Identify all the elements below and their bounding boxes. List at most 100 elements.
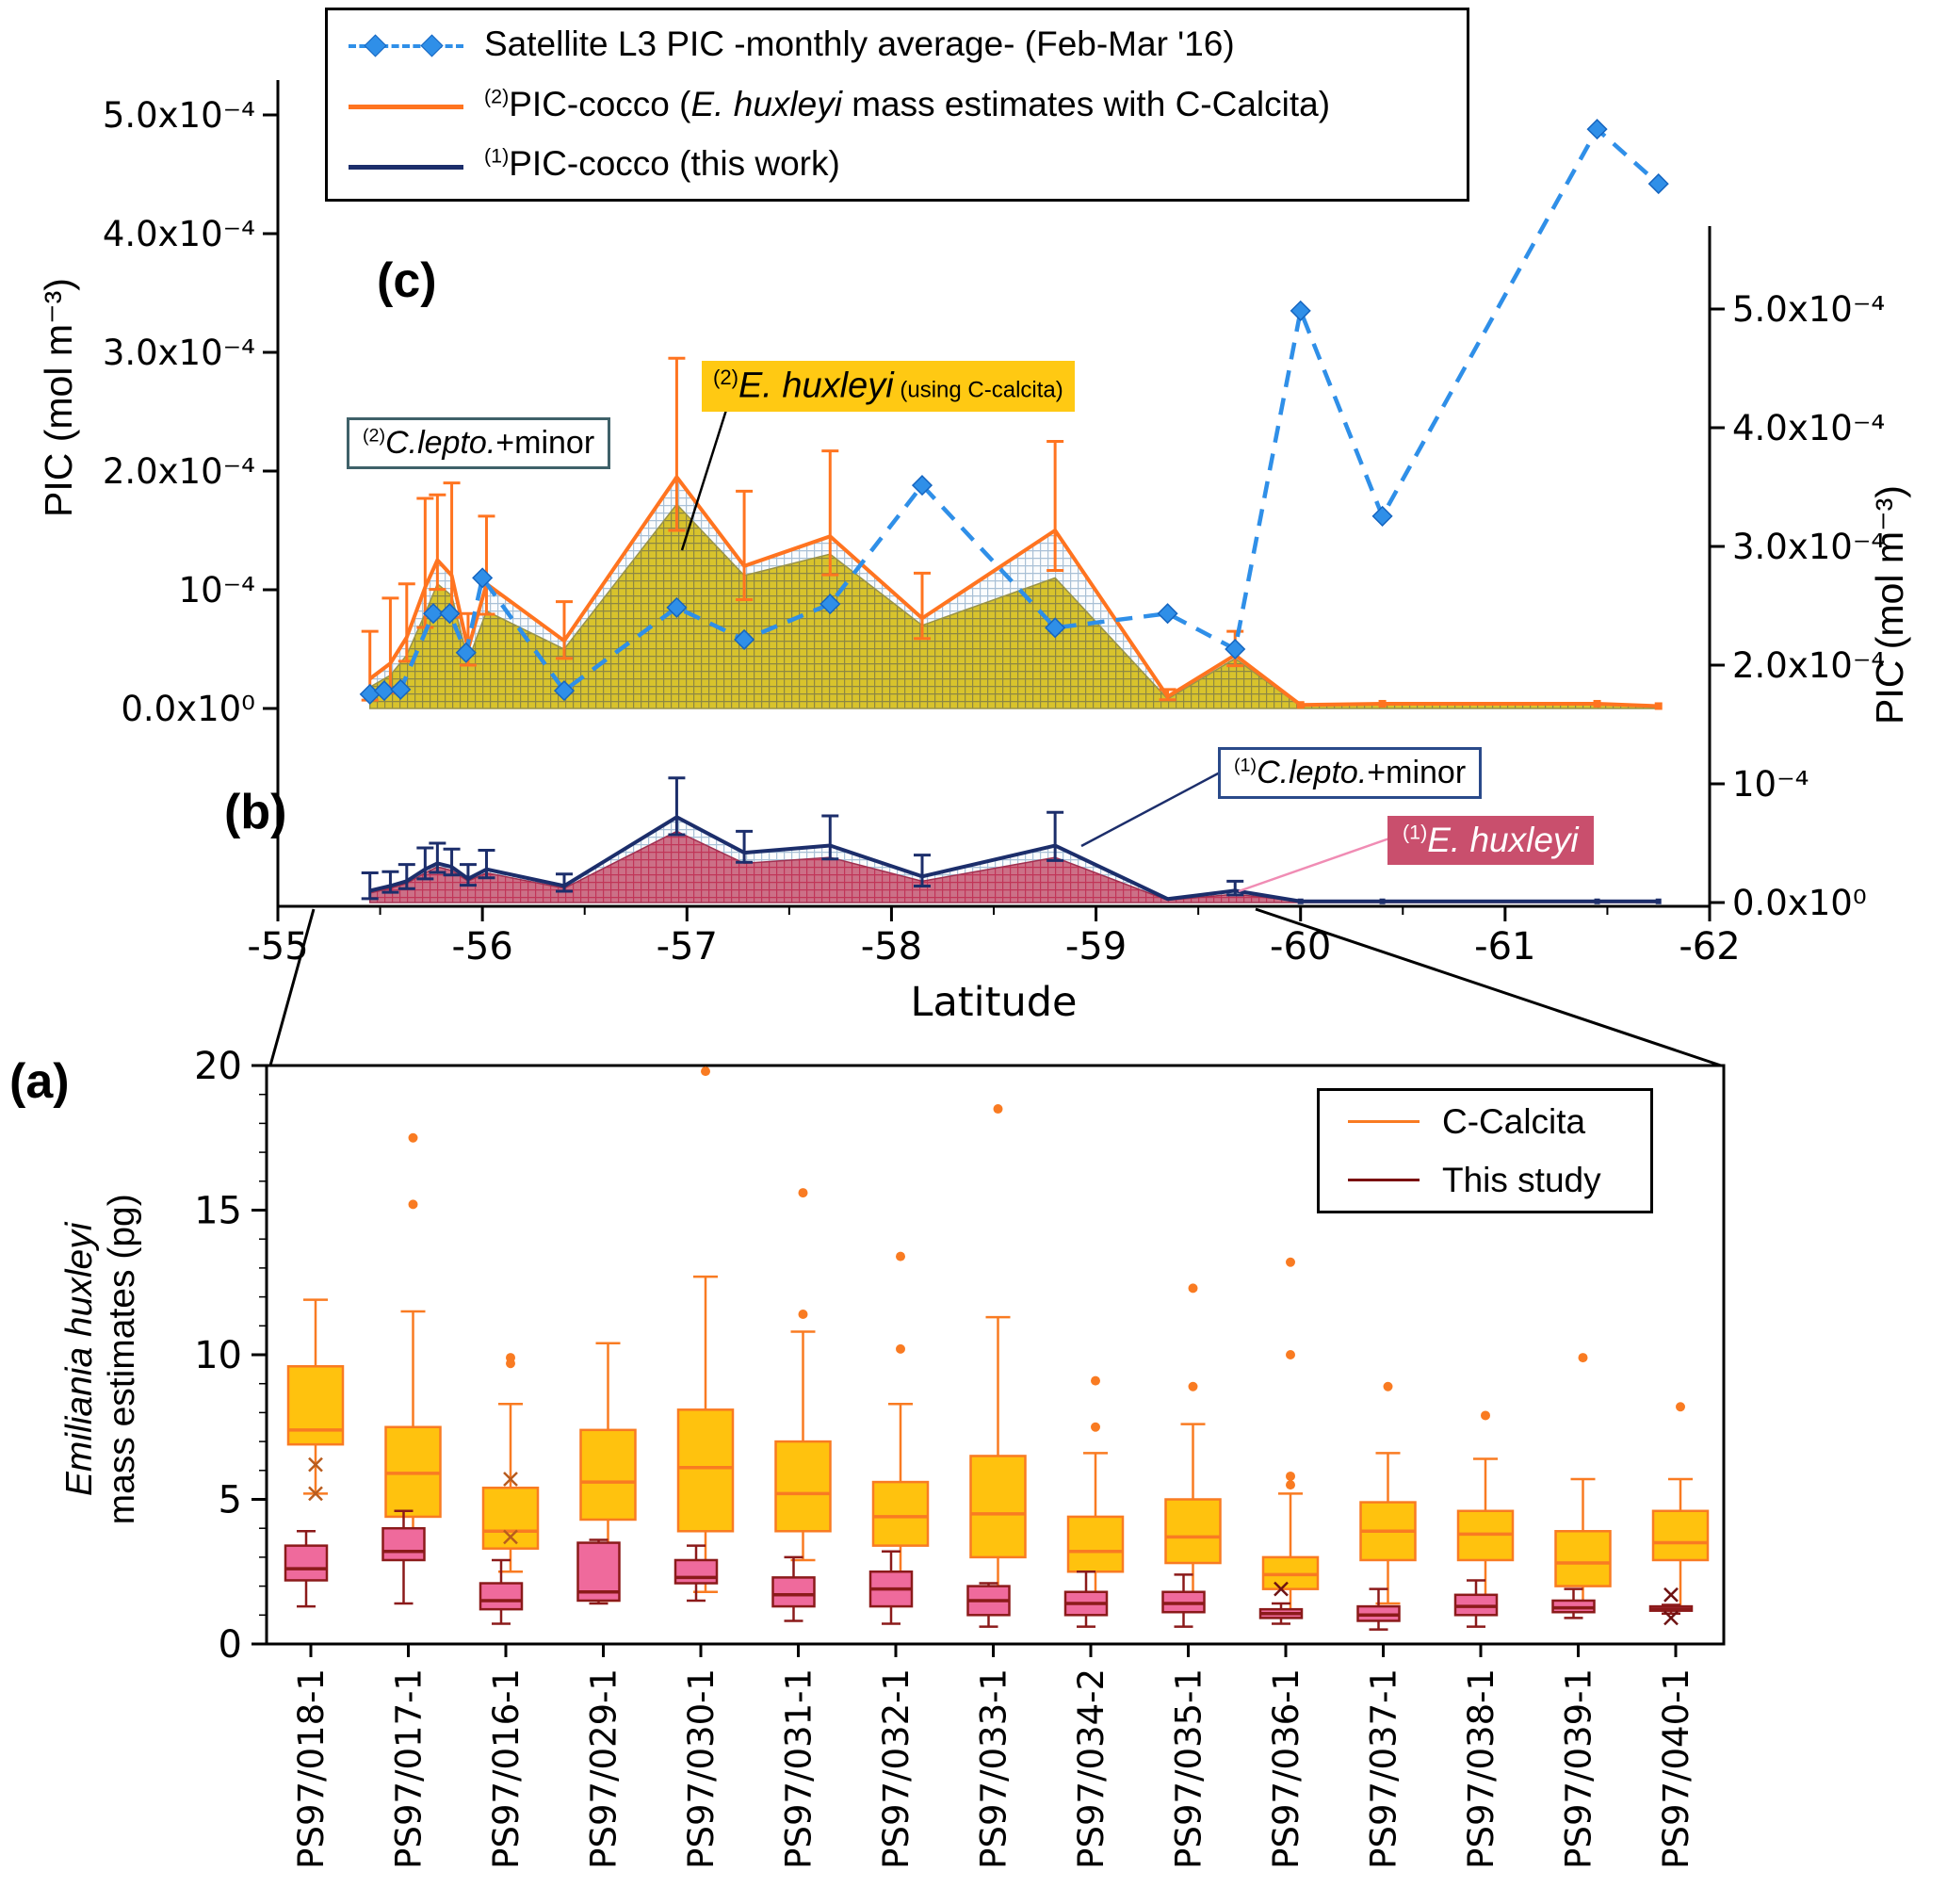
outlier-dot [1481,1410,1490,1421]
this-study-line-icon [1348,1179,1420,1181]
svg-text:10⁻⁴: 10⁻⁴ [179,570,255,610]
satellite-diamond-marker [911,475,933,496]
x-mark [1274,1581,1289,1597]
panel-label-b: (b) [224,785,287,839]
calcita-line-icon [1348,1120,1420,1123]
satellite-diamond-marker [472,567,494,589]
satellite-dashed-diamond-line-icon [349,26,463,62]
legend-label-pic-cocco-calcita: (2)PIC-cocco (E. huxleyi mass estimates … [484,84,1331,123]
legend-item-satellite: Satellite L3 PIC -monthly average- (Feb-… [349,24,1446,64]
svg-text:10: 10 [194,1334,242,1377]
outlier-dot [798,1188,808,1198]
box-whisker [1066,1515,1125,1573]
svg-text:3.0x10⁻⁴: 3.0x10⁻⁴ [1732,527,1885,567]
x-axis-title: Latitude [911,979,1078,1026]
x-mark [1663,1610,1679,1626]
satellite-diamond-marker [553,680,576,702]
satellite-diamond-marker [1225,638,1246,660]
box-whisker [1554,1530,1612,1587]
station-tick-label: PS97/035-1 [1169,1668,1209,1869]
svg-text:2.0x10⁻⁴: 2.0x10⁻⁴ [1732,645,1885,686]
outlier-dot [1286,1350,1295,1359]
box-whisker [381,1526,426,1562]
svg-text:5.0x10⁻⁴: 5.0x10⁻⁴ [1732,289,1885,330]
x-mark [308,1486,323,1502]
annotation-e-huxleyi-calcita: (2)E. huxleyi (using C-calcita) [702,361,1075,412]
station-tick-label: PS97/038-1 [1461,1668,1501,1869]
satellite-diamond-marker [1157,603,1178,625]
outlier-dot [896,1343,905,1354]
box-whisker [284,1544,329,1582]
satellite-diamond-marker [1586,119,1608,140]
boxplot-legend-label-this-study: This study [1442,1160,1601,1199]
outlier-dot [1091,1422,1100,1432]
outlier-dot [506,1353,515,1363]
satellite-diamond-marker [1045,617,1066,639]
legend-label-pic-cocco-this-work: (1)PIC-cocco (this work) [484,144,840,184]
station-tick-label: PS97/017-1 [389,1668,430,1869]
svg-text:-58: -58 [861,925,922,968]
x-mark [1663,1587,1679,1603]
svg-text:20: 20 [194,1045,242,1088]
outlier-dot [408,1199,418,1210]
svg-text:-59: -59 [1065,925,1127,968]
pic-cocco-calcita-line [368,475,1659,708]
x-mark [308,1456,323,1473]
station-tick-label: PS97/030-1 [681,1668,722,1869]
pic-cocco-this-work-line [369,815,1659,903]
satellite-diamond-marker [373,680,395,702]
boxplot-legend-item-this-study: This study [1348,1161,1650,1200]
outlier-dot [896,1251,905,1261]
station-tick-label: PS97/034-2 [1071,1668,1111,1869]
box-whisker [286,1365,345,1446]
station-tick-label: PS97/036-1 [1266,1668,1306,1869]
satellite-series [359,119,1669,705]
outlier-dot [1578,1353,1588,1363]
outlier-dot [1286,1480,1295,1490]
box-whisker [969,1455,1027,1559]
box-whisker [676,1408,735,1533]
outlier-dot [701,1066,710,1077]
satellite-diamond-marker [390,678,412,700]
satellite-diamond-marker [1290,300,1311,321]
orange-line-icon [349,87,463,122]
legend-label-satellite: Satellite L3 PIC -monthly average- (Feb-… [484,24,1235,63]
station-tick-label: PS97/031-1 [779,1668,819,1869]
station-tick-label: PS97/016-1 [486,1668,527,1869]
legend-item-pic-cocco-calcita: (2)PIC-cocco (E. huxleyi mass estimates … [349,84,1446,124]
chart-legend: Satellite L3 PIC -monthly average- (Feb-… [325,8,1469,202]
svg-text:0: 0 [219,1623,242,1667]
box-whisker [871,1480,930,1547]
svg-text:0.0x10⁰: 0.0x10⁰ [121,689,255,729]
right-axis-title: PIC (mol m⁻³) [1868,485,1911,724]
station-tick-label: PS97/018-1 [291,1668,332,1869]
outlier-dot [1188,1283,1198,1294]
svg-text:4.0x10⁻⁴: 4.0x10⁻⁴ [103,214,255,254]
station-tick-label: PS97/033-1 [974,1668,1014,1869]
satellite-diamond-marker [1371,505,1393,527]
panel-c-areas [361,356,1663,710]
svg-text:-56: -56 [451,925,512,968]
satellite-diamond-marker [439,603,461,625]
satellite-diamond-marker [666,596,688,618]
x-mark [503,1472,518,1487]
satellite-diamond-marker [1647,173,1669,195]
outlier-dot [1286,1257,1295,1267]
boxplot-legend-item-calcita: C-Calcita [1348,1102,1650,1142]
svg-text:15: 15 [194,1190,242,1233]
panel-label-c: (c) [377,253,437,308]
svg-text:5.0x10⁻⁴: 5.0x10⁻⁴ [103,95,255,136]
svg-text:-57: -57 [657,925,718,968]
satellite-diamond-marker [455,642,477,663]
station-tick-label: PS97/029-1 [584,1668,625,1869]
svg-text:0.0x10⁰: 0.0x10⁰ [1732,883,1867,923]
boxplot-axis-title: Emiliania huxleyi mass estimates (pg) [59,1194,142,1525]
box-whisker [481,1486,540,1550]
box-whisker [774,1440,832,1533]
svg-text:4.0x10⁻⁴: 4.0x10⁻⁴ [1732,408,1885,448]
satellite-diamond-marker [734,628,755,650]
outlier-dot [408,1132,418,1143]
svg-text:5: 5 [219,1479,242,1522]
